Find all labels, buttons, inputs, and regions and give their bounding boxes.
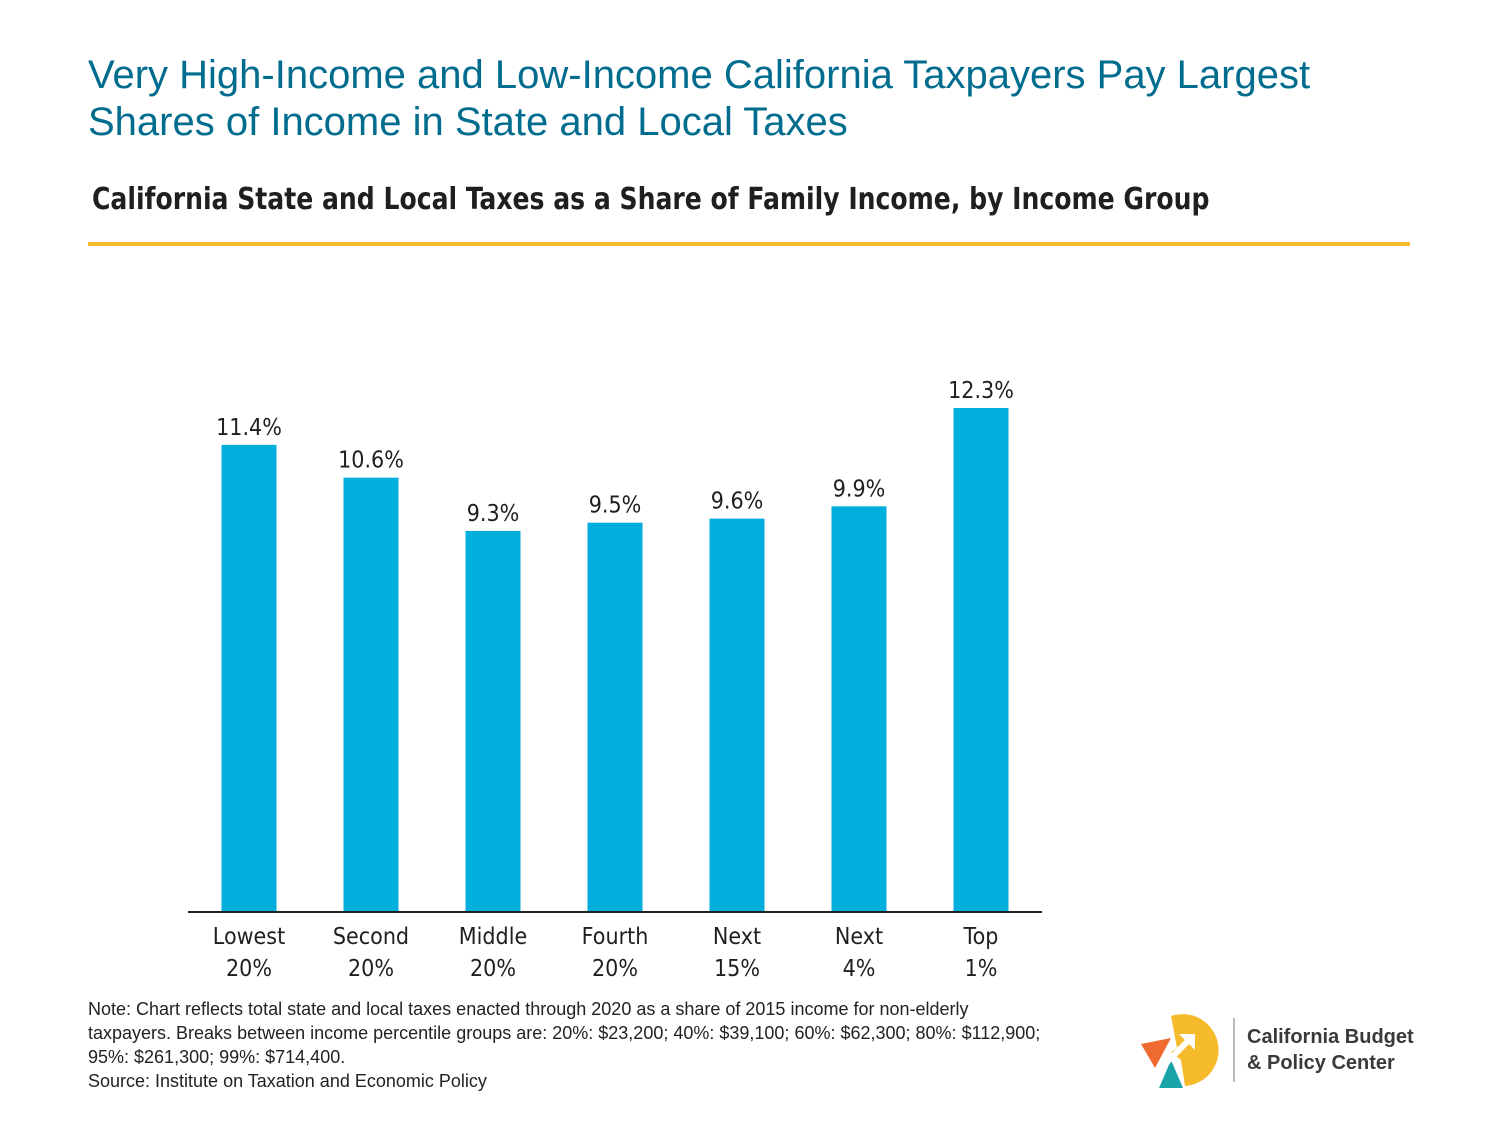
category-label-1-line-1: Lowest [213,924,286,950]
logo-line-2: & Policy Center [1247,1052,1395,1074]
chart-subtitle: California State and Local Taxes as a Sh… [92,182,1210,217]
bar-3 [465,530,521,912]
category-label-2-line-2: 20% [348,956,394,982]
data-label-7: 12.3% [948,378,1014,404]
chart-title: Very High-Income and Low-Income Californ… [88,53,1311,144]
bar-1 [221,444,277,912]
category-label-6-line-2: 4% [843,956,876,982]
chart-note: Note: Chart reflects total state and loc… [88,997,1048,1093]
bar-4 [587,522,643,912]
category-label-7-line-2: 1% [965,956,998,982]
data-label-3: 9.3% [467,501,520,527]
category-label-5-line-1: Next [713,924,762,950]
bar-2 [343,477,399,912]
bar-7 [953,408,1009,912]
data-label-6: 9.9% [833,476,886,502]
category-label-2-line-1: Second [333,924,409,950]
logo-divider [1233,1018,1235,1082]
category-label-3-line-1: Middle [459,924,527,950]
bar-5 [709,518,765,912]
bar-6 [831,506,887,912]
logo-wordmark: California Budget & Policy Center [1247,1024,1414,1076]
note-text: Note: Chart reflects total state and loc… [88,999,1041,1067]
category-label-3-line-2: 20% [470,956,516,982]
category-label-7-line-1: Top [963,924,999,950]
data-label-4: 9.5% [589,493,642,519]
title-divider [88,242,1410,246]
logo-line-1: California Budget [1247,1026,1414,1048]
organization-logo: California Budget & Policy Center [1137,1008,1457,1090]
category-label-6-line-1: Next [835,924,884,950]
data-label-2: 10.6% [338,448,404,474]
category-label-1-line-2: 20% [226,956,272,982]
data-label-1: 11.4% [216,415,282,441]
category-label-4-line-2: 20% [592,956,638,982]
category-label-5-line-2: 15% [714,956,760,982]
data-label-5: 9.6% [711,489,764,515]
cbpc-logo-icon [1141,1014,1219,1088]
category-label-4-line-1: Fourth [582,924,649,950]
source-text: Source: Institute on Taxation and Econom… [88,1071,487,1091]
